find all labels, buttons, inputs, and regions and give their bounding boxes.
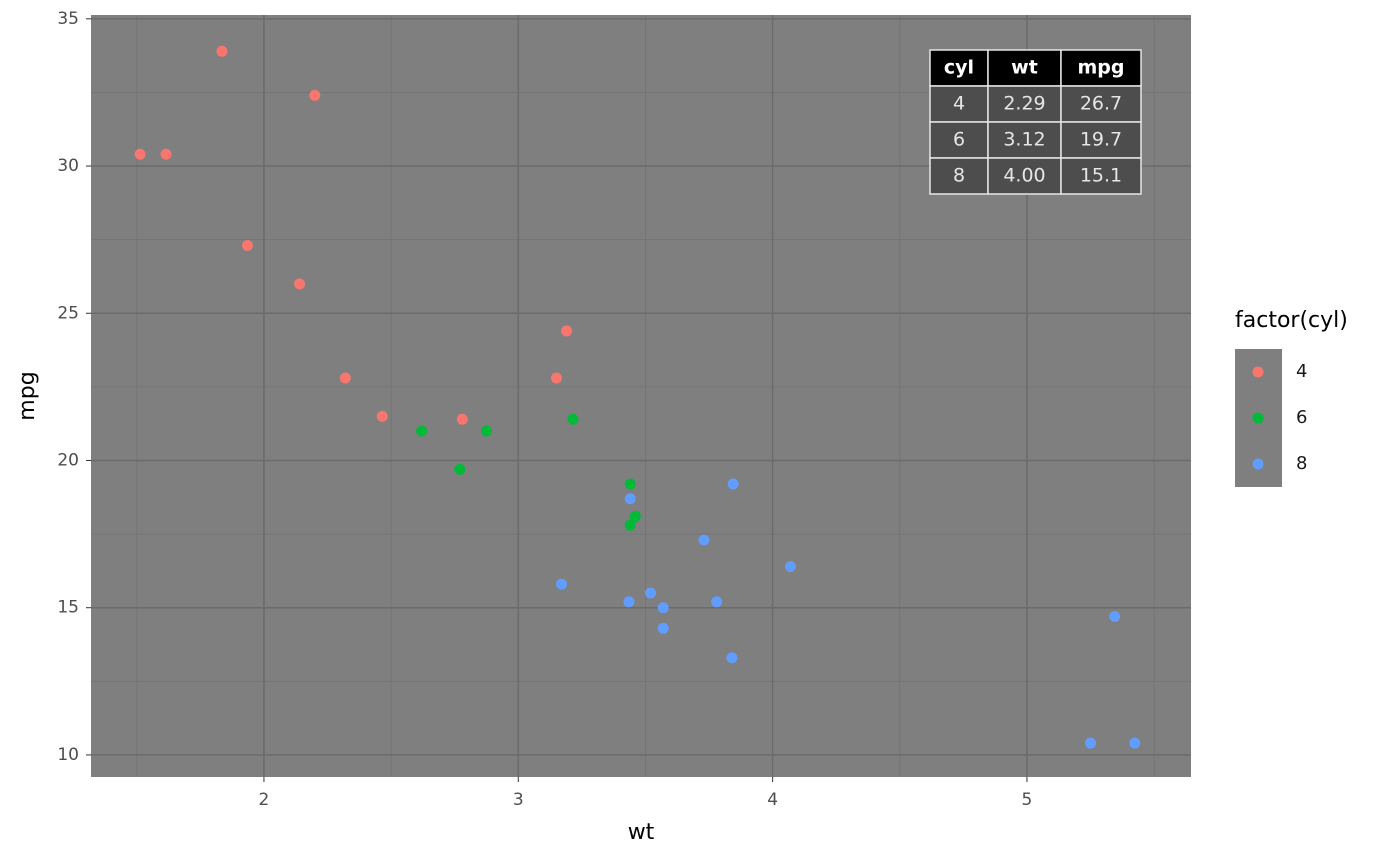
point: [711, 596, 723, 608]
point: [727, 478, 739, 490]
table-cell-text: 6: [953, 129, 965, 151]
point: [160, 148, 172, 160]
legend-label: 6: [1296, 407, 1307, 428]
x-tick-label: 4: [767, 790, 778, 810]
x-axis-title: wt: [628, 820, 655, 845]
point: [556, 578, 568, 590]
x-tick-label: 3: [513, 790, 524, 810]
inset-table: cyl wt mpg 4 2.29 26.7 6 3.12 19.7 8 4.00 15.1: [929, 49, 1142, 195]
point: [416, 425, 428, 437]
point: [1129, 737, 1141, 749]
point: [294, 278, 306, 290]
table-cell-text: 2.29: [1003, 93, 1045, 115]
point: [784, 560, 796, 572]
table-header-cell: [929, 49, 989, 87]
y-tick-label: 35: [57, 9, 79, 29]
point: [376, 410, 388, 422]
table-header: cyl: [944, 57, 974, 79]
table-cell-text: 19.7: [1080, 129, 1122, 151]
point: [624, 478, 636, 490]
table-cell: [929, 121, 989, 159]
table-cell-text: 26.7: [1080, 93, 1122, 115]
point: [309, 89, 321, 101]
points: [134, 45, 1141, 749]
table-cell-text: 4: [953, 93, 965, 115]
y-tick-label: 30: [57, 156, 79, 176]
point: [623, 596, 635, 608]
point: [698, 534, 710, 546]
point: [645, 587, 657, 599]
table-header: mpg: [1078, 57, 1125, 79]
point: [216, 45, 228, 57]
table-cell-text: 8: [953, 165, 965, 187]
point: [624, 519, 636, 531]
point: [1085, 737, 1097, 749]
point: [657, 602, 669, 614]
point: [657, 622, 669, 634]
legend-title: factor(cyl): [1235, 308, 1348, 333]
y-tick-label: 10: [57, 745, 79, 765]
point: [567, 413, 579, 425]
legend-label: 8: [1296, 453, 1307, 474]
x-tick-label: 2: [259, 790, 270, 810]
x-tick-label: 5: [1022, 790, 1033, 810]
y-tick-label: 25: [57, 303, 79, 323]
y-axis-title: mpg: [15, 371, 40, 420]
point: [624, 493, 636, 505]
table-cell: [1060, 157, 1142, 195]
point: [241, 240, 253, 252]
point: [726, 652, 738, 664]
legend-key: [1252, 412, 1264, 424]
legend-key: [1252, 366, 1264, 378]
point: [1109, 611, 1121, 623]
table-cell: [929, 157, 989, 195]
point: [480, 425, 492, 437]
table-header: wt: [1011, 57, 1038, 79]
table-header-cell: [1060, 49, 1142, 87]
table-cell-text: 15.1: [1080, 165, 1122, 187]
legend-key: [1252, 458, 1264, 470]
table-cell-text: 4.00: [1003, 165, 1045, 187]
table-cell-text: 3.12: [1003, 129, 1045, 151]
point: [629, 510, 641, 522]
y-tick-label: 20: [57, 450, 79, 470]
point: [550, 372, 562, 384]
y-tick-label: 15: [57, 598, 79, 618]
point: [561, 325, 573, 337]
legend-label: 4: [1296, 361, 1307, 382]
point: [339, 372, 351, 384]
point: [134, 148, 146, 160]
point: [454, 463, 466, 475]
point: [456, 413, 468, 425]
